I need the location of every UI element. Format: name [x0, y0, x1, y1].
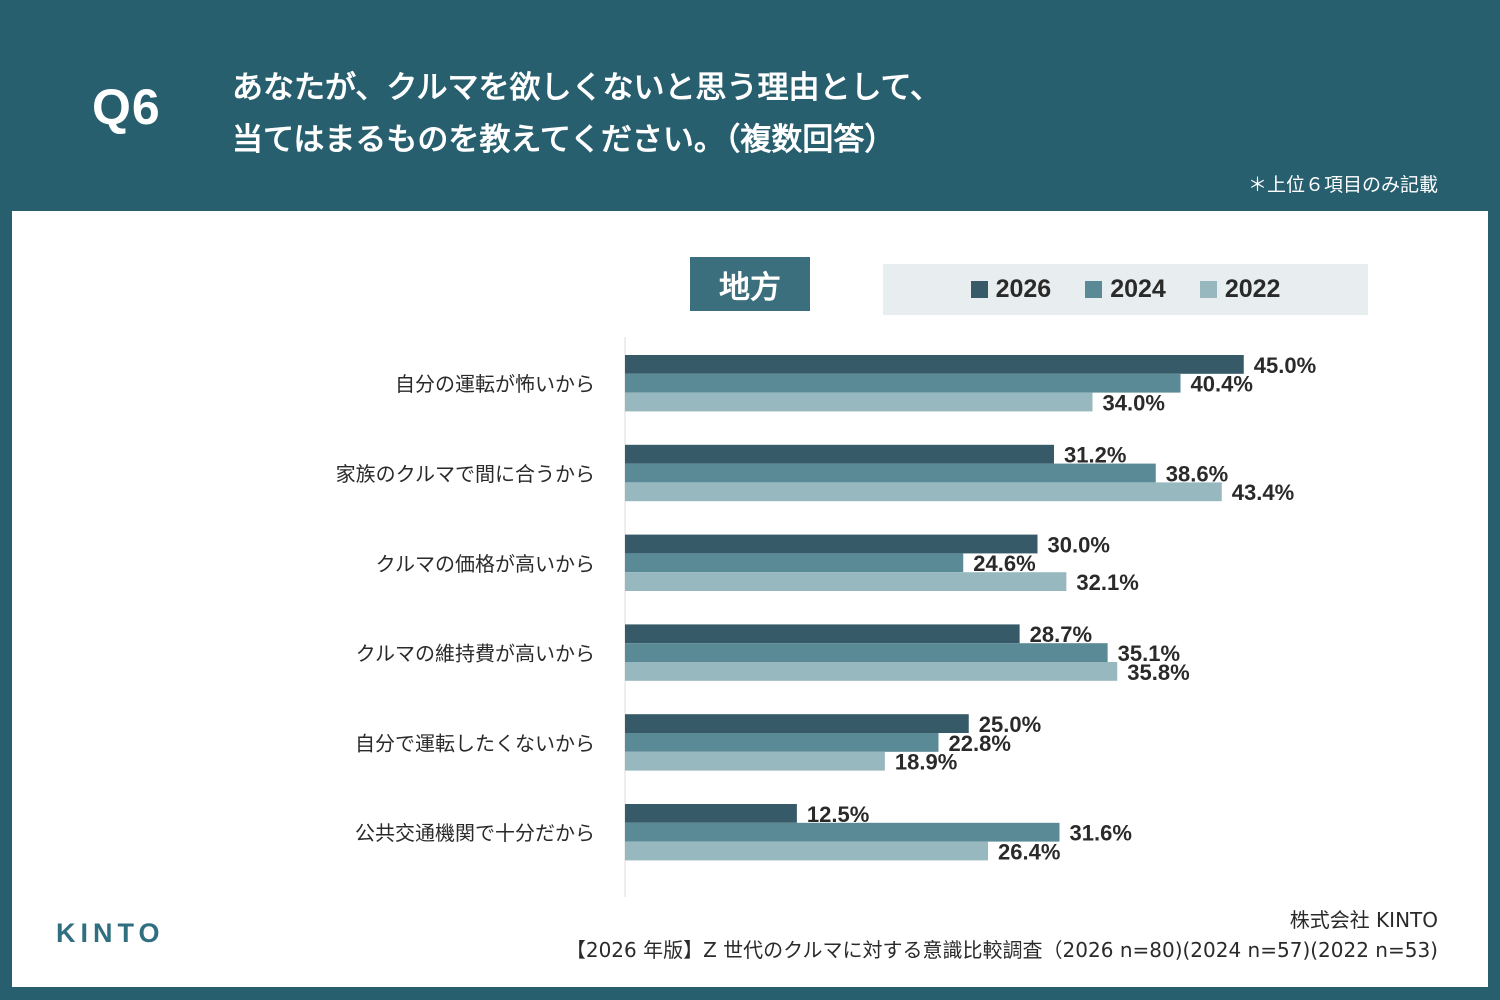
bar-2024 — [625, 553, 964, 573]
data-label-2026: 25.0% — [979, 712, 1041, 737]
category-label: クルマの価格が高いから — [376, 552, 595, 576]
bar-2022 — [625, 751, 885, 771]
data-label-2022: 18.9% — [895, 750, 957, 775]
bar-2026 — [625, 534, 1038, 554]
region-badge: 地方 — [690, 257, 810, 311]
bar-chart: 自分の運転が怖いから 45.0%40.4% 34.0% 家族のクルマで間に合うから 31… — [336, 337, 1316, 897]
survey-title: 【2026 年版】Z 世代のクルマに対する意識比較調査（2026 n=80)(2… — [565, 938, 1438, 962]
category-label: 家族のクルマで間に合うから — [336, 462, 595, 486]
bar-2024 — [625, 373, 1181, 393]
legend-swatch-2024 — [1085, 281, 1103, 298]
company-name: 株式会社 KINTO — [1289, 908, 1438, 932]
bar-2026 — [625, 624, 1020, 644]
chart-panel: 地方 2026 2024 2022 自分の運転が怖いから 45.0% 40.4% 34… — [12, 211, 1488, 987]
data-label-2026: 28.7% — [1030, 622, 1092, 647]
legend-item-2024: 2024 — [1085, 275, 1166, 304]
bar-2026 — [625, 804, 797, 823]
category-label: 自分の運転が怖いから — [395, 372, 595, 396]
data-label-2022: 26.4% — [998, 839, 1060, 864]
legend-label-2026: 2026 — [995, 275, 1052, 303]
category-label: 公共交通機関で十分だから — [355, 821, 595, 845]
question-line-2: 当てはまるものを教えてください。（複数回答） — [232, 122, 896, 158]
category-label: 自分で運転したくないから — [355, 731, 595, 755]
bar-2022 — [625, 572, 1067, 591]
source-note: 株式会社 KINTO 【2026 年版】Z 世代のクルマに対する意識比較調査（2… — [566, 905, 1438, 965]
data-label-2024: 40.4% — [1191, 372, 1253, 397]
kinto-logo: KINTO — [56, 918, 165, 948]
data-label-2022: 35.8% — [1127, 660, 1189, 685]
legend-swatch-2026 — [970, 281, 988, 298]
category-label: クルマの維持費が高いから — [356, 642, 595, 666]
bar-2024 — [625, 463, 1156, 483]
data-label-2026: 30.0% — [1048, 532, 1110, 557]
data-label-2022: 43.4% — [1232, 480, 1294, 505]
legend-item-2026: 2026 — [970, 275, 1052, 304]
legend-item-2022: 2022 — [1199, 275, 1281, 304]
bar-2024 — [625, 822, 1060, 842]
question-line-1: あなたが、クルマを欲しくないと思う理由として、 — [232, 70, 941, 106]
bar-2022 — [625, 392, 1093, 412]
bar-2026 — [625, 355, 1244, 374]
data-label-2024: 35.1% — [1118, 641, 1180, 666]
data-label-2026: 12.5% — [807, 802, 869, 827]
q-number: Q6 — [92, 79, 161, 135]
data-label-2024: 38.6% — [1166, 461, 1228, 486]
bar-2022 — [625, 662, 1118, 681]
data-label-2022: 34.0% — [1103, 390, 1165, 415]
chart-legend: 2026 2024 2022 — [883, 264, 1368, 315]
bar-2024 — [625, 733, 939, 752]
bar-2026 — [625, 444, 1054, 464]
bar-2022 — [625, 482, 1222, 502]
legend-swatch-2022 — [1199, 281, 1217, 298]
question-text: あなたが、クルマを欲しくないと思う理由として、 当てはまるものを教えてください。… — [232, 62, 941, 166]
data-label-2024: 24.6% — [973, 551, 1035, 576]
legend-label-2022: 2022 — [1224, 275, 1281, 303]
data-label-2022: 32.1% — [1076, 570, 1138, 595]
data-label-2024: 31.6% — [1070, 821, 1132, 846]
top-items-note: ＊上位６項目のみ記載 — [1247, 174, 1438, 196]
bar-2026 — [625, 714, 969, 733]
data-label-2026: 45.0% — [1254, 353, 1316, 378]
data-label-2024: 22.8% — [949, 731, 1011, 756]
bar-2022 — [625, 841, 988, 861]
bar-2024 — [625, 643, 1108, 662]
legend-label-2024: 2024 — [1110, 275, 1166, 303]
data-label-2026: 31.2% — [1064, 443, 1126, 468]
